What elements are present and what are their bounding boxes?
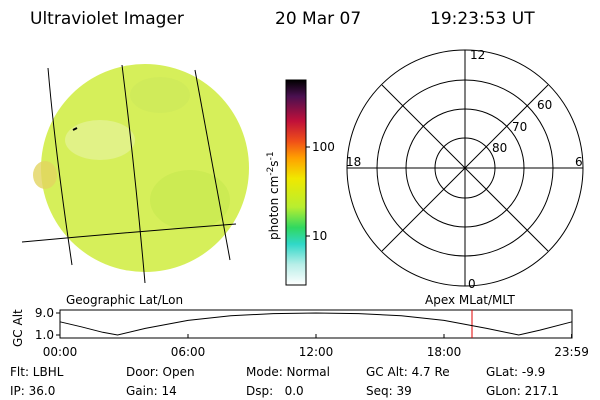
mlt-label: 18	[346, 155, 361, 169]
status-field: GLat: -9.9	[486, 365, 545, 379]
earth-image	[21, 64, 249, 284]
label-part: -2	[266, 167, 276, 176]
x-tick-label: 06:00	[171, 345, 206, 359]
footer: Flt: LBHL Door: Open Mode: Normal GC Alt: 4…	[10, 365, 559, 398]
parallel	[21, 223, 237, 243]
lat-label: 60	[537, 98, 552, 112]
label-part: s	[267, 160, 281, 166]
mlt-label: 6	[575, 155, 583, 169]
polar-grid	[346, 49, 584, 287]
spoke	[381, 84, 549, 252]
lat-label: 70	[512, 120, 527, 134]
colorbar-label: photon cm-2s-1	[266, 151, 281, 240]
status-field: Door: Open	[126, 365, 195, 379]
mark	[72, 127, 78, 131]
meridian	[121, 64, 146, 284]
x-tick-label: 00:00	[43, 345, 78, 359]
meridian	[194, 69, 231, 261]
caption: Geographic Lat/Lon	[66, 293, 183, 307]
status-field: Mode: Normal	[246, 365, 330, 379]
x-tick-label: 23:59	[554, 345, 589, 359]
label-part: photon cm	[267, 176, 281, 240]
time: 19:23:53 UT	[430, 9, 535, 29]
status-field: Seq: 39	[366, 384, 412, 398]
date: 20 Mar 07	[275, 9, 361, 29]
y-tick-label: 1.0	[35, 328, 54, 342]
status-field: IP: 36.0	[10, 384, 55, 398]
caption: Apex MLat/MLT	[425, 293, 515, 307]
altitude-line	[59, 312, 573, 336]
status-field: Gain: 14	[126, 384, 177, 398]
colorbar-tick-label: 10	[312, 229, 327, 243]
altitude-ylabel: GC Alt	[11, 309, 25, 347]
status-field: GLon: 217.1	[486, 384, 559, 398]
mlt-label: 0	[468, 277, 476, 291]
patch	[130, 77, 190, 113]
patch	[150, 170, 230, 230]
altitude-frame	[59, 309, 573, 339]
patch	[65, 120, 135, 160]
status-field: Flt: LBHL	[10, 365, 64, 379]
y-tick-label: 9.0	[35, 306, 54, 320]
status-field: Dsp: 0.0	[246, 384, 304, 398]
title: Ultraviolet Imager	[30, 9, 184, 29]
status-field: GC Alt: 4.7 Re	[366, 365, 450, 379]
x-tick-label: 12:00	[299, 345, 334, 359]
label-part: -1	[266, 151, 276, 160]
colorbar	[285, 79, 307, 286]
patch	[33, 161, 57, 189]
altitude-plot: 1.0 9.0 00:00 06:00 12:00 18:00 23:59	[35, 306, 589, 359]
colorbar-tick-label: 100	[312, 140, 335, 154]
x-tick-label: 18:00	[427, 345, 462, 359]
mlt-label: 12	[470, 48, 485, 62]
lat-label: 80	[492, 141, 507, 155]
